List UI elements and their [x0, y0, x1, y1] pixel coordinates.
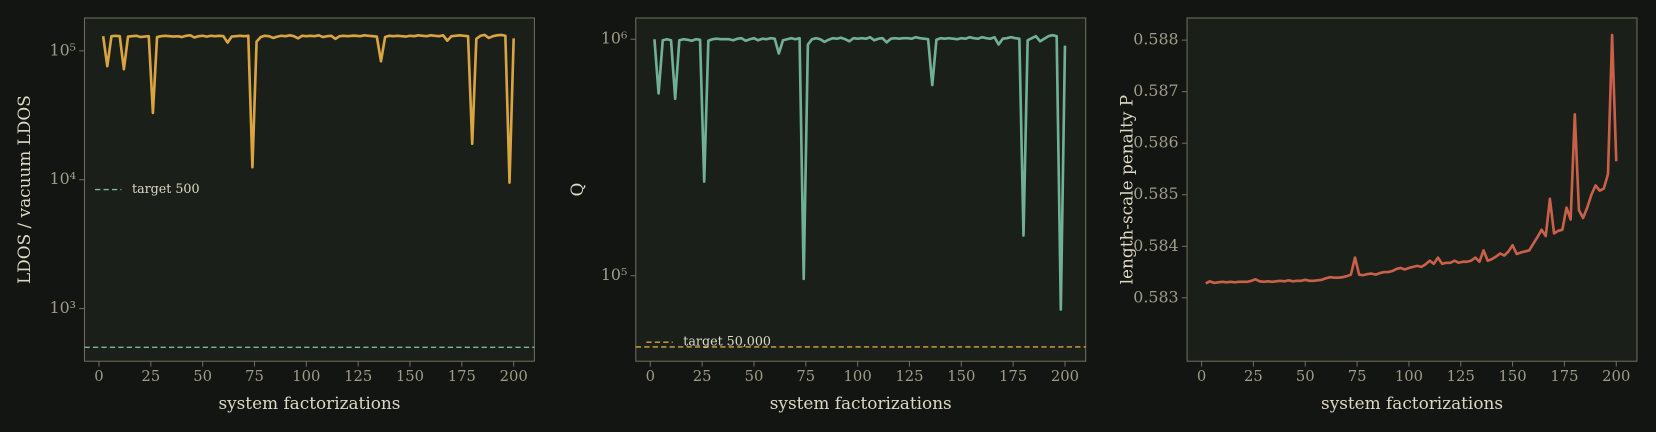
x-tick-label: 100 — [292, 368, 320, 385]
data-line — [1205, 33, 1618, 285]
y-axis-label: length-scale penalty P — [1116, 95, 1136, 284]
subplot: 0 25 50 75 100 125 150 175 200 0.583 0.584 0.585 0.5… — [1116, 17, 1638, 413]
x-tick-label: 150 — [396, 368, 424, 385]
x-tick-label: 50 — [745, 368, 764, 385]
subplot: 0 25 50 75 100 125 150 175 200 10³ 10⁴ 10⁵ system fa… — [14, 17, 535, 413]
x-tick-label: 100 — [844, 368, 872, 385]
x-tick-label: 0 — [646, 368, 655, 385]
x-tick-label: 200 — [500, 368, 528, 385]
y-tick-label: 0.586 — [1133, 133, 1178, 152]
x-tick-label: 150 — [947, 368, 975, 385]
plot-area — [83, 17, 535, 362]
x-tick-label: 25 — [693, 368, 712, 385]
y-tick-label: 0.588 — [1133, 30, 1178, 49]
y-axis-label: LDOS / vacuum LDOS — [14, 95, 34, 284]
x-tick-label: 150 — [1498, 368, 1526, 385]
x-tick-label: 175 — [999, 368, 1027, 385]
x-tick-label: 125 — [344, 368, 372, 385]
x-tick-label: 200 — [1602, 368, 1630, 385]
y-tick-label: 0.585 — [1133, 184, 1178, 203]
y-tick-label: 0.583 — [1133, 287, 1178, 306]
x-axis-label: system factorizations — [1321, 393, 1503, 413]
plot-area — [635, 17, 1087, 362]
x-tick-label: 75 — [245, 368, 264, 385]
x-tick-label: 25 — [141, 368, 160, 385]
x-tick-label: 25 — [1244, 368, 1263, 385]
y-tick-label: 10⁵ — [50, 40, 77, 59]
data-line — [653, 33, 1067, 311]
x-tick-label: 0 — [1197, 368, 1206, 385]
x-axis-label: system factorizations — [218, 393, 400, 413]
y-axis-label: Q — [567, 183, 587, 197]
y-tick-label: 10⁴ — [50, 169, 77, 188]
x-tick-label: 75 — [796, 368, 815, 385]
y-tick-label: 10³ — [50, 298, 77, 317]
x-tick-label: 100 — [1395, 368, 1423, 385]
y-tick-label: 0.584 — [1133, 236, 1178, 255]
x-tick-label: 50 — [193, 368, 212, 385]
legend-label: target 500 — [132, 181, 200, 196]
x-axis-label: system factorizations — [770, 393, 952, 413]
subplot: 0 25 50 75 100 125 150 175 200 10⁵ 10⁶ system facto… — [567, 17, 1087, 413]
x-tick-label: 125 — [895, 368, 923, 385]
x-tick-label: 200 — [1051, 368, 1079, 385]
x-tick-label: 125 — [1447, 368, 1475, 385]
x-tick-label: 0 — [94, 368, 103, 385]
x-tick-label: 175 — [448, 368, 476, 385]
data-line — [101, 33, 515, 184]
plot-area — [1186, 17, 1638, 362]
x-tick-label: 50 — [1296, 368, 1315, 385]
y-tick-label: 10⁶ — [601, 29, 628, 48]
y-tick-label: 0.587 — [1133, 81, 1178, 100]
x-tick-label: 75 — [1348, 368, 1367, 385]
x-tick-label: 175 — [1550, 368, 1578, 385]
legend-label: target 50,000 — [683, 334, 771, 349]
y-tick-label: 10⁵ — [601, 265, 628, 284]
